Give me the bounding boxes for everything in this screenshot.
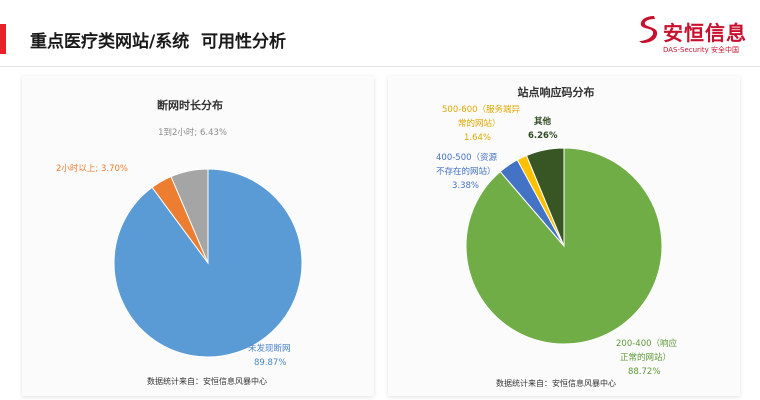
slice-value-other: 6.26% xyxy=(528,131,558,141)
pie-slice xyxy=(170,168,209,264)
outage-duration-pie-chart: 断网时长分布 1到2小时; 6.43% 2小时以上; 3.70% 未发现断网 8… xyxy=(56,98,303,386)
slice-label-200-400-line2: 正常的网站） xyxy=(620,352,671,363)
pie-slices xyxy=(113,168,303,358)
slice-label-200-400: 200-400（响应 xyxy=(616,338,678,349)
page-title: 重点医疗类网站/系统 可用性分析 xyxy=(30,32,287,52)
logo-subtitle: DAS-Security 安全中国 xyxy=(663,46,739,54)
slice-label-400-500: 400-500（资源 xyxy=(436,152,498,163)
slice-value-no-outage: 89.87% xyxy=(254,358,286,368)
slice-value-400-500: 3.38% xyxy=(452,181,479,191)
data-source-note: 数据统计来自：安恒信息风暴中心 xyxy=(496,378,616,388)
logo-mark-icon xyxy=(639,16,658,43)
slice-label-400-500-line2: 不存在的网站） xyxy=(436,166,496,177)
slice-label-sep: ; xyxy=(194,128,200,138)
slice-label-other: 其他 xyxy=(534,116,552,127)
header-divider xyxy=(0,66,760,67)
slice-value-500-600: 1.64% xyxy=(464,133,491,143)
slice-label-1-2h: 1到2小时; 6.43% xyxy=(158,127,227,138)
pie-slices xyxy=(465,147,663,345)
slice-label-500-600-line2: 常的网站） xyxy=(458,118,501,129)
slice-value-200-400: 88.72% xyxy=(628,367,660,377)
logo-name: 安恒信息 xyxy=(663,21,747,45)
brand-logo: 安恒信息 DAS-Security 安全中国 xyxy=(636,12,754,62)
slice-label-over-2h: 2小时以上; 3.70% xyxy=(56,163,128,174)
slice-label-no-outage: 未发现断网 xyxy=(248,343,291,354)
slice-label-text: 1到2小时 xyxy=(158,127,195,138)
slice-label-500-600: 500-600（服务端异 xyxy=(442,104,521,115)
slice-value-label: 3.70% xyxy=(101,164,128,174)
slice-value-label: 6.43% xyxy=(200,128,227,138)
data-source-note: 数据统计来自：安恒信息风暴中心 xyxy=(147,376,267,386)
pie-slice xyxy=(525,147,565,247)
slice-label-text: 2小时以上 xyxy=(56,163,96,174)
title-accent-bar xyxy=(0,24,6,54)
chart-card-response-code: 站点响应码分布 500-600（服务端异 常的网站） 1.64% 其他 6.26… xyxy=(388,76,740,396)
chart-card-outage-duration: 断网时长分布 1到2小时; 6.43% 2小时以上; 3.70% 未发现断网 8… xyxy=(22,76,374,396)
chart-title: 站点响应码分布 xyxy=(518,85,595,99)
response-code-pie-chart: 站点响应码分布 500-600（服务端异 常的网站） 1.64% 其他 6.26… xyxy=(436,85,678,388)
chart-title: 断网时长分布 xyxy=(157,98,223,112)
slice-label-sep: ; xyxy=(95,164,101,174)
